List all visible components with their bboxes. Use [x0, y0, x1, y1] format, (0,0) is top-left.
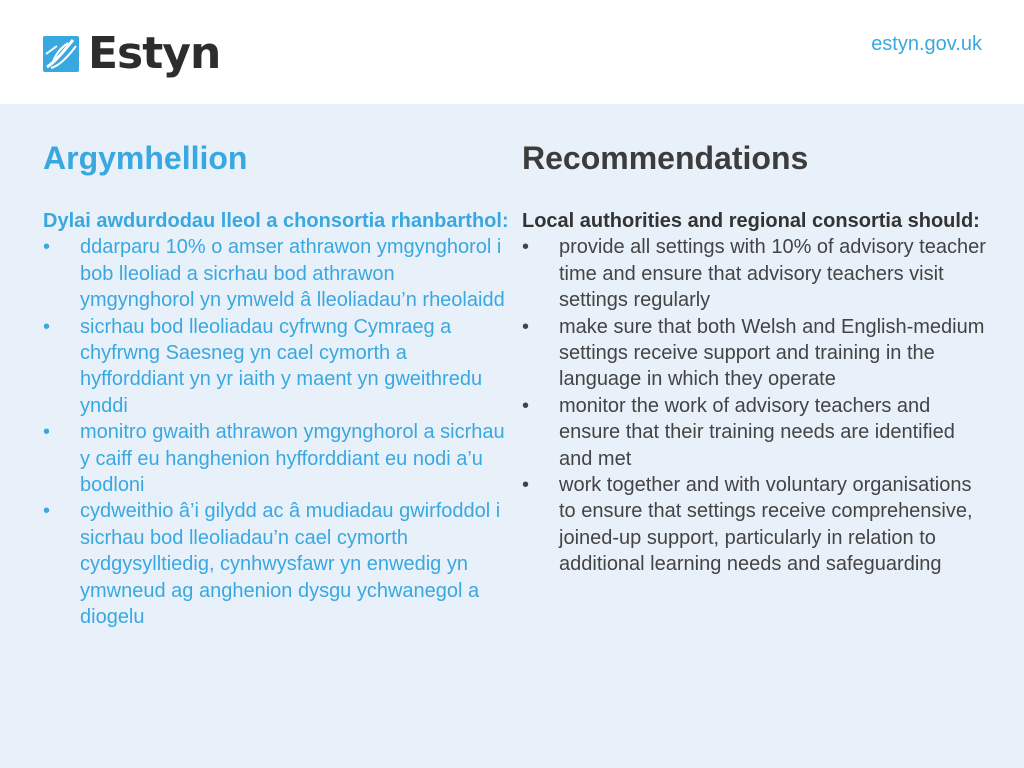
list-item-text: work together and with voluntary organis… [559, 474, 973, 576]
welsh-column: Argymhellion Dylai awdurdodau lleol a ch… [43, 140, 513, 631]
site-link[interactable]: estyn.gov.uk [871, 33, 982, 55]
bullet-marker: • [43, 500, 51, 523]
list-item: • cydweithio â’i gilydd ac â mudiadau gwi… [43, 498, 513, 630]
english-title: Recommendations [522, 140, 809, 176]
english-recommendations-list: • provide all settings with 10% of adviso… [522, 234, 992, 577]
bullet-marker: • [522, 236, 530, 259]
list-item-text: make sure that both Welsh and English-me… [559, 315, 985, 391]
list-item: • make sure that both Welsh and English-… [522, 314, 992, 393]
header: Estyn estyn.gov.uk [0, 0, 1024, 104]
list-item-text: provide all settings with 10% of advisor… [559, 236, 986, 312]
bullet-marker: • [522, 315, 530, 338]
list-item: • ddarparu 10% o amser athrawon ymgynghor… [43, 234, 513, 313]
bullet-marker: • [43, 421, 51, 444]
list-item-text: monitro gwaith athrawon ymgynghorol a si… [80, 421, 505, 497]
bullet-marker: • [43, 315, 51, 338]
welsh-recommendations-list: • ddarparu 10% o amser athrawon ymgynghor… [43, 234, 513, 630]
list-item: • sicrhau bod lleoliadau cyfrwng Cymraeg … [43, 314, 513, 420]
list-item: • monitor the work of advisory teachers … [522, 393, 992, 472]
list-item-text: monitor the work of advisory teachers an… [559, 394, 955, 470]
list-item-text: ddarparu 10% o amser athrawon ymgynghoro… [80, 236, 505, 312]
bullet-marker: • [522, 394, 530, 417]
estyn-logo[interactable]: Estyn [43, 28, 221, 79]
welsh-intro: Dylai awdurdodau lleol a chonsortia rhan… [43, 210, 509, 232]
list-item: • monitro gwaith athrawon ymgynghorol a s… [43, 419, 513, 498]
list-item: • provide all settings with 10% of adviso… [522, 234, 992, 313]
bullet-marker: • [43, 236, 51, 259]
list-item-text: sicrhau bod lleoliadau cyfrwng Cymraeg a… [80, 315, 483, 417]
bullet-marker: • [522, 474, 530, 497]
logo-text: Estyn [88, 28, 221, 79]
english-column: Recommendations Local authorities and re… [522, 140, 992, 578]
welsh-title: Argymhellion [43, 140, 248, 176]
english-intro: Local authorities and regional consortia… [522, 210, 980, 232]
estyn-leaf-icon [43, 36, 79, 72]
list-item-text: cydweithio â’i gilydd ac â mudiadau gwir… [80, 500, 501, 629]
list-item: • work together and with voluntary organ… [522, 472, 992, 578]
